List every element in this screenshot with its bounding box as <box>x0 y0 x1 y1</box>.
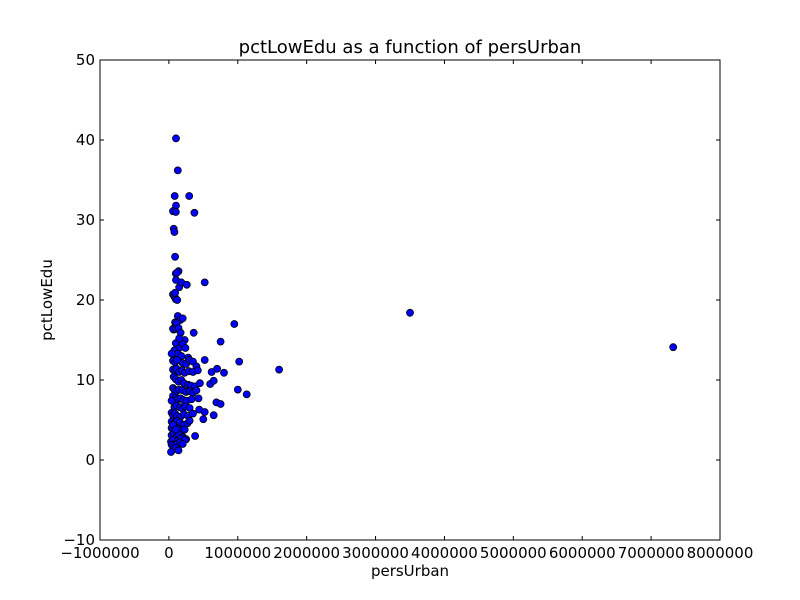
data-point <box>178 314 187 323</box>
x-tick-label: −1000000 <box>60 544 139 562</box>
x-axis-title: persUrban <box>371 562 449 580</box>
data-point <box>182 280 191 289</box>
data-point <box>180 425 189 434</box>
data-point <box>191 432 200 440</box>
x-tick-label: 1000000 <box>204 544 271 562</box>
data-point <box>181 344 190 352</box>
data-point <box>213 364 222 373</box>
x-tick-label: 4000000 <box>411 544 478 562</box>
points-layer <box>167 134 678 456</box>
data-point <box>209 411 218 420</box>
data-point <box>171 425 180 434</box>
data-point <box>170 228 179 236</box>
y-tick-label: 40 <box>76 131 95 149</box>
data-point <box>170 192 179 200</box>
data-point <box>167 349 176 358</box>
data-point <box>275 365 284 374</box>
ticks-layer: −1000000 0 1000000 2000000 3000000 4000000 500… <box>60 51 753 562</box>
y-axis-title: pctLowEdu <box>38 259 56 341</box>
data-point <box>220 368 228 377</box>
data-point <box>173 296 182 304</box>
data-point <box>173 166 182 175</box>
y-tick-label: 30 <box>76 211 95 229</box>
x-tick-label: 3000000 <box>342 544 409 562</box>
data-point <box>178 440 187 448</box>
data-point <box>167 448 175 456</box>
data-point <box>235 357 244 366</box>
x-tick-label: 8000000 <box>687 544 754 562</box>
data-point <box>406 308 414 317</box>
data-point <box>200 356 209 364</box>
data-point <box>194 394 203 403</box>
data-point <box>192 386 201 395</box>
data-point <box>216 337 225 346</box>
data-point <box>242 390 251 399</box>
data-point <box>190 208 199 217</box>
data-point <box>669 343 678 352</box>
data-point <box>167 396 176 405</box>
x-tick-label: 5000000 <box>480 544 547 562</box>
y-tick-label: 50 <box>76 51 95 69</box>
data-point <box>216 400 225 408</box>
data-point <box>185 192 194 200</box>
y-tick-label: −10 <box>63 531 95 549</box>
data-point <box>195 379 204 388</box>
data-point <box>230 320 239 328</box>
chart-title: pctLowEdu as a function of persUrban <box>239 37 582 58</box>
data-point <box>233 385 242 394</box>
data-point <box>171 288 180 297</box>
x-tick-label: 7000000 <box>618 544 685 562</box>
data-point <box>172 134 180 143</box>
x-tick-label: 0 <box>164 544 174 562</box>
data-point <box>185 404 194 412</box>
data-point <box>185 416 194 425</box>
data-point <box>209 376 218 385</box>
y-tick-label: 0 <box>85 451 95 469</box>
data-point <box>189 328 198 337</box>
data-point <box>189 409 197 418</box>
x-tick-label: 6000000 <box>549 544 616 562</box>
data-point <box>171 208 180 216</box>
data-point <box>200 408 209 416</box>
data-point <box>174 446 183 455</box>
data-point <box>200 278 209 287</box>
data-point <box>193 366 202 375</box>
data-point <box>187 395 196 404</box>
plot-frame <box>99 59 721 541</box>
data-point <box>172 268 181 277</box>
x-tick-label: 2000000 <box>273 544 340 562</box>
y-tick-label: 10 <box>76 371 95 389</box>
data-point <box>171 252 180 261</box>
data-point <box>175 334 184 343</box>
data-point <box>199 415 208 424</box>
y-tick-label: 20 <box>76 291 95 309</box>
